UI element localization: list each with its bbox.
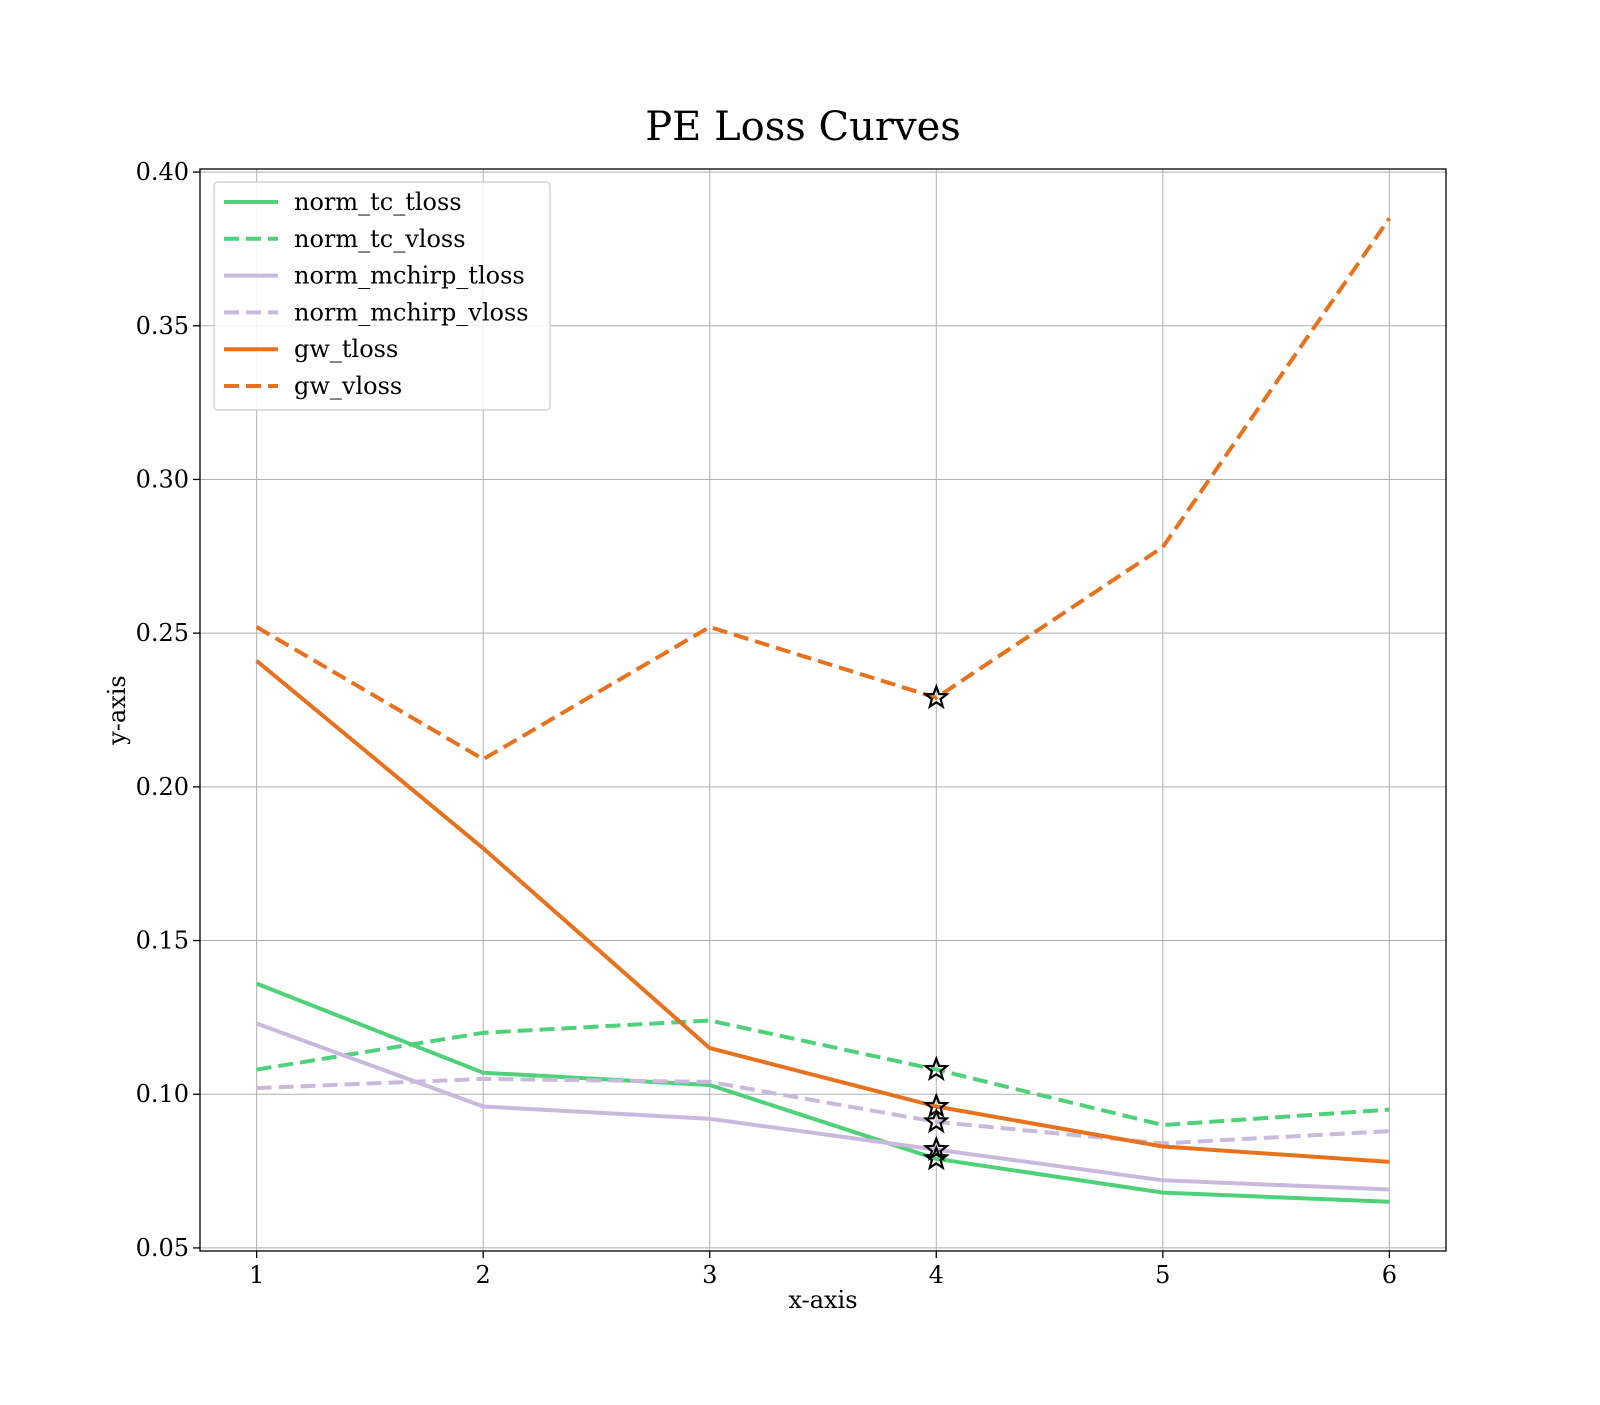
legend-entry: norm_tc_tloss — [294, 188, 462, 216]
y-tick-label: 0.35 — [136, 312, 189, 340]
star-marker — [922, 1055, 950, 1082]
legend-entry: norm_tc_vloss — [294, 225, 466, 253]
x-tick-label: 1 — [249, 1261, 264, 1289]
legend-entry: norm_mchirp_tloss — [294, 262, 525, 290]
plot-frame — [199, 168, 1447, 1252]
grid-lines — [200, 169, 1446, 1251]
series-line-norm-mchirp-vloss — [256, 1076, 1390, 1146]
y-tick-label: 0.05 — [136, 1234, 189, 1262]
legend-entry: norm_mchirp_vloss — [294, 298, 529, 326]
legend: norm_tc_tloss norm_tc_vloss norm_mchirp_tl… — [213, 181, 551, 411]
star-marker — [922, 1135, 950, 1162]
y-tick-label: 0.10 — [136, 1080, 189, 1108]
y-tick-label: 0.30 — [136, 465, 189, 493]
x-tick-label: 2 — [476, 1261, 491, 1289]
x-axis-ticks: 1 2 3 4 5 6 — [249, 1251, 1397, 1289]
x-tick-label: 3 — [702, 1261, 717, 1289]
x-tick-label: 5 — [1155, 1261, 1170, 1289]
legend-entry: gw_tloss — [294, 335, 398, 363]
x-axis-label: x-axis — [788, 1286, 857, 1314]
y-tick-label: 0.40 — [136, 158, 189, 186]
star-marker — [922, 1144, 950, 1171]
series-line-norm-tc-tloss — [255, 981, 1390, 1204]
series-line-gw-tloss — [255, 659, 1390, 1164]
series-line-gw-vloss — [255, 217, 1392, 762]
star-marker — [922, 1107, 950, 1134]
series-line-norm-mchirp-tloss — [255, 1021, 1390, 1192]
star-marker — [922, 683, 950, 710]
series-line-norm-tc-vloss — [256, 1018, 1390, 1127]
y-tick-label: 0.20 — [136, 773, 189, 801]
series-lines — [255, 217, 1392, 1204]
x-tick-label: 4 — [929, 1261, 944, 1289]
best-epoch-markers — [922, 683, 950, 1171]
x-tick-label: 6 — [1382, 1261, 1397, 1289]
y-tick-label: 0.15 — [136, 927, 189, 955]
y-axis-label: y-axis — [103, 675, 131, 746]
legend-box — [213, 181, 551, 411]
y-tick-label: 0.25 — [136, 619, 189, 647]
legend-entry: gw_vloss — [294, 372, 402, 400]
chart-title: PE Loss Curves — [645, 104, 961, 150]
y-axis-ticks: 0.05 0.10 0.15 0.20 0.25 0.30 0.35 0.40 — [136, 158, 200, 1262]
